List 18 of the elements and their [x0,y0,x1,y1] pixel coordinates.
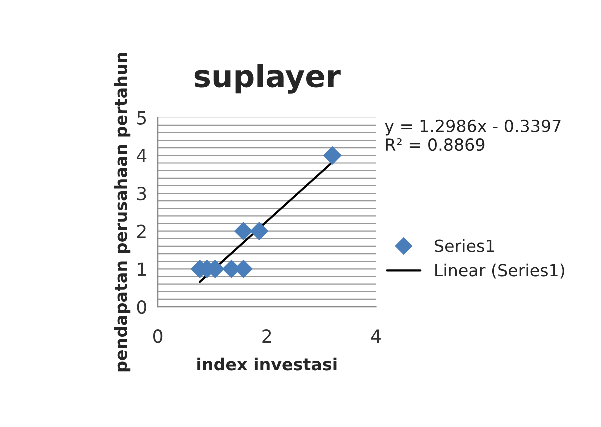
point [250,222,269,241]
y-tick-label: 1 [138,262,146,276]
x-axis-title: index investasi [198,358,337,371]
y-tick-label: 4 [137,149,147,163]
point [234,222,254,241]
x-tick-label: 0 [154,330,163,344]
y-tick-label: 3 [138,186,146,201]
y-tick-label: 2 [137,224,146,238]
x-tick-label: 4 [371,330,381,343]
text: y = 1.2986x - 0.3397 R² = 0.8869 [385,120,561,152]
x-tick-label: 2 [262,330,272,343]
y-tick-label: 5 [138,112,146,125]
legend-label: Series1 [435,239,494,252]
y-tick-label: 0 [137,300,146,314]
legend-label: Linear (Series1) [436,264,564,279]
y-axis-title: pendapatan perusahaan pertahun [114,53,131,372]
chart-title: suplayer [194,64,341,94]
point [323,146,342,165]
